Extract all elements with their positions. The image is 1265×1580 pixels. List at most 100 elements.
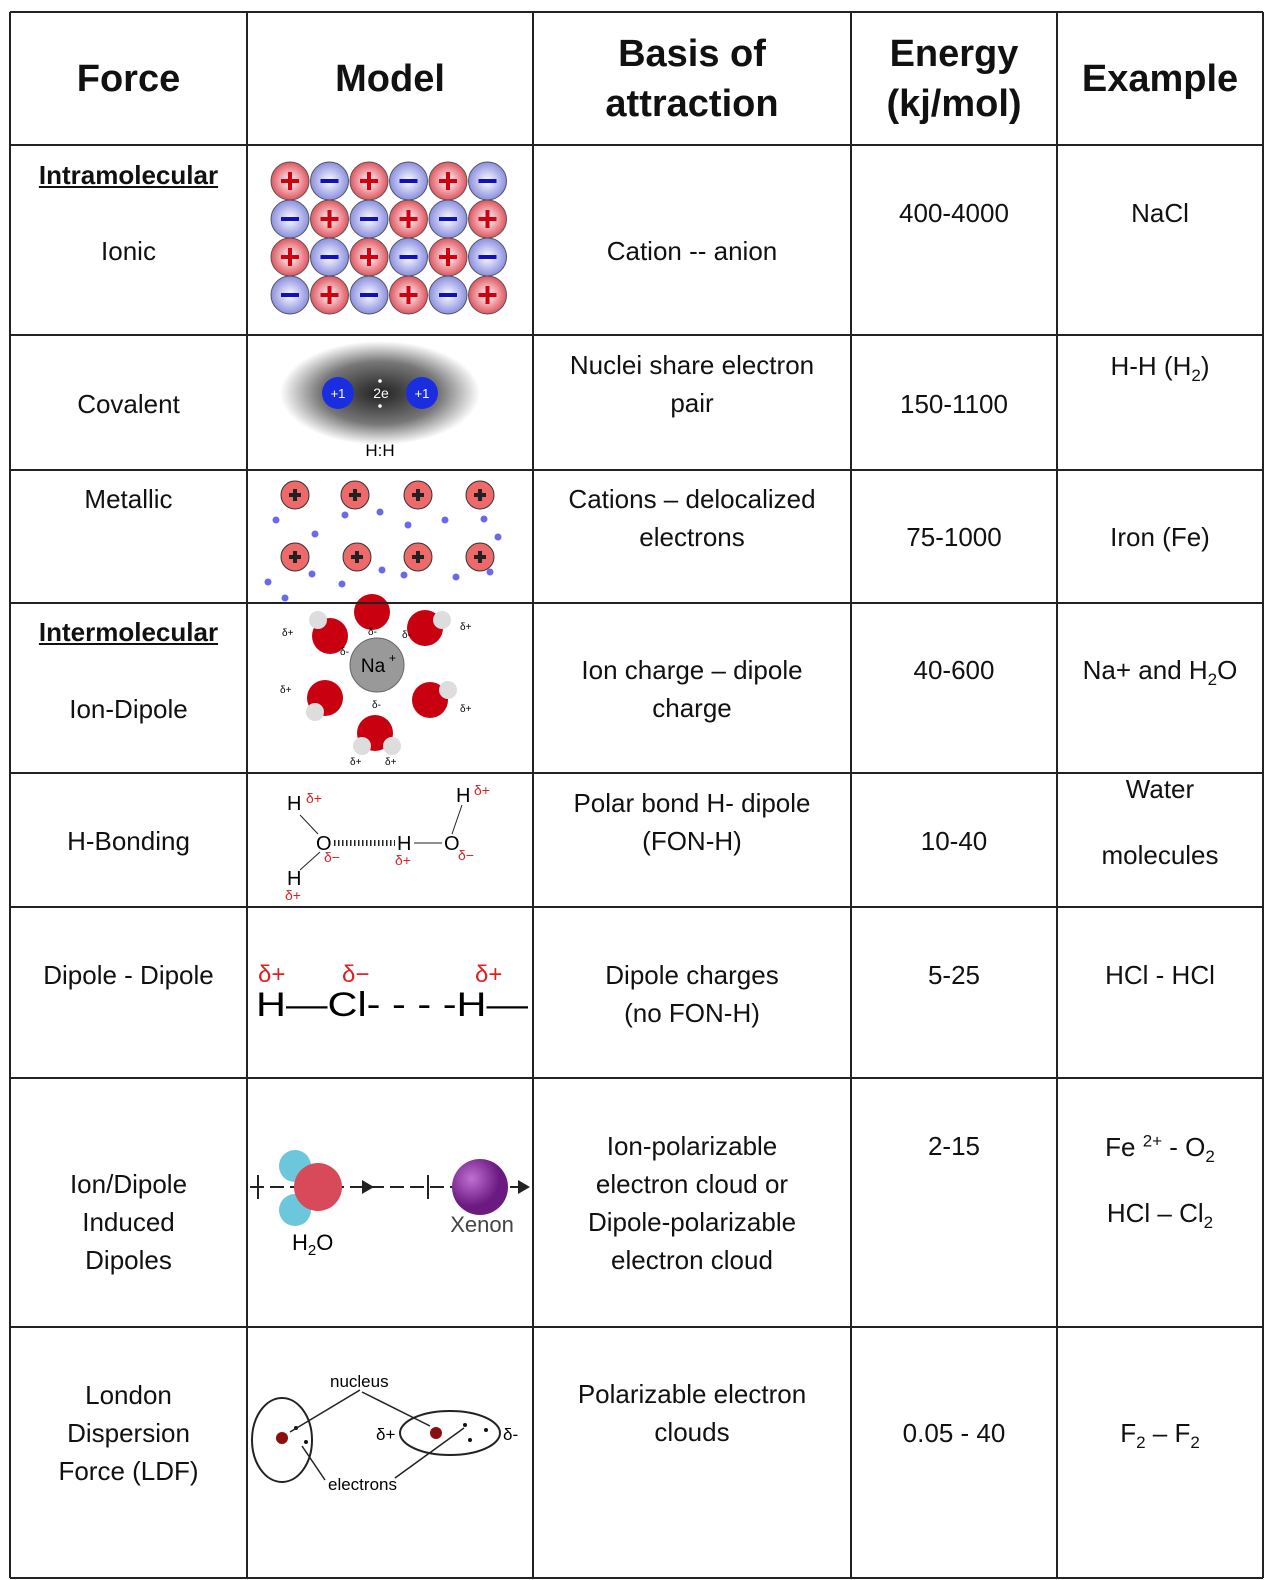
example-text: 2 [1190, 1433, 1200, 1453]
delta: δ- [402, 630, 411, 641]
formula: H:H [365, 441, 394, 460]
annotation: nucleus [330, 1372, 389, 1391]
force-cell: London Dispersion Force (LDF) [10, 1376, 247, 1490]
force-name: Ionic [101, 236, 156, 266]
column-rule [246, 12, 248, 1578]
force-cell: Ionic [10, 232, 247, 270]
force-cell: Dipole - Dipole [10, 956, 247, 994]
atom: H [456, 785, 470, 807]
h-bond-model: H δ+ O δ− H δ+ H δ+ O δ− H δ+ [285, 782, 490, 903]
atom: O [316, 1230, 333, 1255]
energy-cell: 10-40 [851, 822, 1057, 860]
atom: H [287, 793, 301, 815]
delta: δ+ [350, 757, 362, 768]
delta: δ- [340, 647, 349, 658]
force-cell: Metallic [10, 480, 247, 518]
electron-label: 2e [373, 385, 389, 401]
electron [341, 511, 349, 519]
basis-text: Dipole charges [605, 960, 779, 990]
basis-text: clouds [654, 1417, 730, 1447]
basis-text: Cation -- anion [606, 236, 778, 266]
header-cell: Energy (kj/mol) [851, 12, 1057, 145]
section-cell: Intramolecular [10, 156, 247, 194]
delta: δ+ [376, 1425, 395, 1444]
subscript: 2 [308, 1242, 316, 1259]
example-line: F2 – F2 [1057, 1414, 1263, 1452]
ionic-lattice [270, 161, 507, 315]
example-cell: NaCl [1057, 194, 1263, 232]
induced-dipole-model: H2O Xenon [250, 1150, 530, 1259]
basis-text: Polar bond H- dipole [573, 788, 811, 818]
nucleus-label: +1 [415, 386, 430, 401]
example-cell: Fe 2+ - O2 HCl – Cl2 [1057, 1128, 1263, 1232]
example-text: 2 [1136, 1433, 1146, 1453]
example-line: Iron (Fe) [1057, 518, 1263, 556]
section-heading: Intermolecular [38, 617, 219, 647]
row-rule [10, 469, 1263, 471]
section-heading: Intramolecular [38, 160, 219, 190]
atom: H [397, 833, 411, 855]
energy-cell: 75-1000 [851, 518, 1057, 556]
header-text: Basis of [618, 32, 766, 75]
force-cell: Ion-Dipole [10, 690, 247, 728]
force-name: Dispersion [67, 1418, 190, 1448]
example-line: H-H (H2) [1057, 347, 1263, 385]
header-cell: Force [10, 12, 247, 145]
force-name: Covalent [77, 389, 180, 419]
energy-cell: 40-600 [851, 651, 1057, 689]
energy-value: 400-4000 [899, 198, 1009, 228]
example-text: 2 [1207, 670, 1218, 690]
example-line: Water [1057, 770, 1263, 808]
ion-dipole-model: Na + δ+ δ+ δ+ δ+ δ+ δ+ δ- δ- δ- δ- [280, 594, 472, 768]
atom-label: Xenon [450, 1212, 514, 1237]
example-text: O [1217, 655, 1238, 685]
electron [281, 594, 289, 602]
basis-text: Ion charge – dipole [581, 655, 803, 685]
example-line: molecules [1057, 836, 1263, 874]
example-text: - O [1162, 1132, 1206, 1162]
delta: δ+ [258, 961, 285, 988]
header-text: Energy [889, 32, 1019, 75]
basis-cell: Polar bond H- dipole (FON-H) [533, 784, 851, 860]
atom: O [444, 833, 460, 855]
example-cell: F2 – F2 [1057, 1414, 1263, 1452]
example-text: 2 [1191, 366, 1201, 386]
delta: δ− [458, 847, 474, 863]
example-cell: Na+ and H2O [1057, 651, 1263, 689]
basis-cell: Cations – delocalized electrons [533, 480, 851, 556]
electron [441, 516, 449, 524]
example-cell: Iron (Fe) [1057, 518, 1263, 556]
energy-cell: 0.05 - 40 [851, 1414, 1057, 1452]
header-cell: Basis of attraction [533, 12, 851, 145]
example-text: 2 [1205, 1147, 1215, 1167]
force-name: London [85, 1380, 172, 1410]
header-text: (kj/mol) [886, 82, 1022, 125]
basis-cell: Ion-polarizable electron cloud or Dipole-p… [533, 1127, 851, 1279]
column-rule [532, 12, 534, 1578]
example-line: HCl – Cl2 [1057, 1194, 1263, 1232]
electron [311, 530, 319, 538]
energy-value: 5-25 [927, 960, 981, 990]
example-text: Water [1125, 774, 1195, 804]
delta: δ- [368, 627, 377, 638]
row-rule [10, 1577, 1263, 1579]
energy-value: 40-600 [913, 655, 995, 685]
example-line: NaCl [1057, 194, 1263, 232]
force-name: H-Bonding [67, 826, 190, 856]
example-line: HCl - HCl [1057, 956, 1263, 994]
electron [338, 580, 346, 588]
row-rule [10, 1326, 1263, 1328]
energy-cell: 400-4000 [851, 194, 1057, 232]
example-text: molecules [1101, 840, 1219, 870]
basis-text: Cations – delocalized [568, 484, 816, 514]
basis-text: Polarizable electron [577, 1379, 807, 1409]
atom: H [287, 868, 301, 890]
example-cell: Water molecules [1057, 770, 1263, 874]
delta: δ− [324, 849, 340, 865]
electron [400, 571, 408, 579]
basis-cell: Ion charge – dipole charge [533, 651, 851, 727]
nucleus-label: +1 [331, 386, 346, 401]
row-rule [10, 334, 1263, 336]
example-text: HCl - HCl [1105, 960, 1215, 990]
row-rule [10, 906, 1263, 908]
